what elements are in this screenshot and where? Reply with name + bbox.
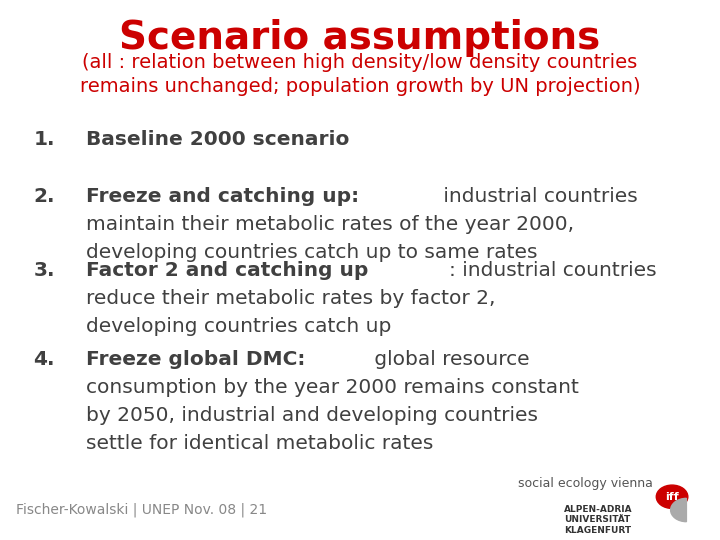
Text: Scenario assumptions: Scenario assumptions <box>120 18 600 57</box>
Circle shape <box>656 485 688 509</box>
Text: industrial countries: industrial countries <box>437 187 638 206</box>
Text: ALPEN-ADRIA
UNIVERSITÄT
KLAGENFURT: ALPEN-ADRIA UNIVERSITÄT KLAGENFURT <box>564 505 633 535</box>
Text: Fischer-Kowalski | UNEP Nov. 08 | 21: Fischer-Kowalski | UNEP Nov. 08 | 21 <box>16 502 267 517</box>
Wedge shape <box>670 498 686 522</box>
Text: developing countries catch up: developing countries catch up <box>86 317 392 336</box>
Text: maintain their metabolic rates of the year 2000,: maintain their metabolic rates of the ye… <box>86 215 574 234</box>
Text: Baseline 2000 scenario: Baseline 2000 scenario <box>86 130 349 149</box>
Text: : industrial countries: : industrial countries <box>449 261 657 280</box>
Text: iff: iff <box>665 492 679 502</box>
Text: settle for identical metabolic rates: settle for identical metabolic rates <box>86 434 433 453</box>
Text: Freeze global DMC:: Freeze global DMC: <box>86 350 305 369</box>
Text: reduce their metabolic rates by factor 2,: reduce their metabolic rates by factor 2… <box>86 289 495 308</box>
Text: 3.: 3. <box>34 261 55 280</box>
Text: 2.: 2. <box>34 187 55 206</box>
Text: Freeze and catching up:: Freeze and catching up: <box>86 187 359 206</box>
Text: consumption by the year 2000 remains constant: consumption by the year 2000 remains con… <box>86 378 579 397</box>
Text: 4.: 4. <box>34 350 55 369</box>
Text: 1.: 1. <box>34 130 55 149</box>
Text: developing countries catch up to same rates: developing countries catch up to same ra… <box>86 243 537 262</box>
Text: (all : relation between high density/low density countries
remains unchanged; po: (all : relation between high density/low… <box>80 53 640 96</box>
Text: global resource: global resource <box>368 350 530 369</box>
Text: social ecology vienna: social ecology vienna <box>518 477 653 490</box>
Text: by 2050, industrial and developing countries: by 2050, industrial and developing count… <box>86 406 538 425</box>
Text: Factor 2 and catching up: Factor 2 and catching up <box>86 261 369 280</box>
